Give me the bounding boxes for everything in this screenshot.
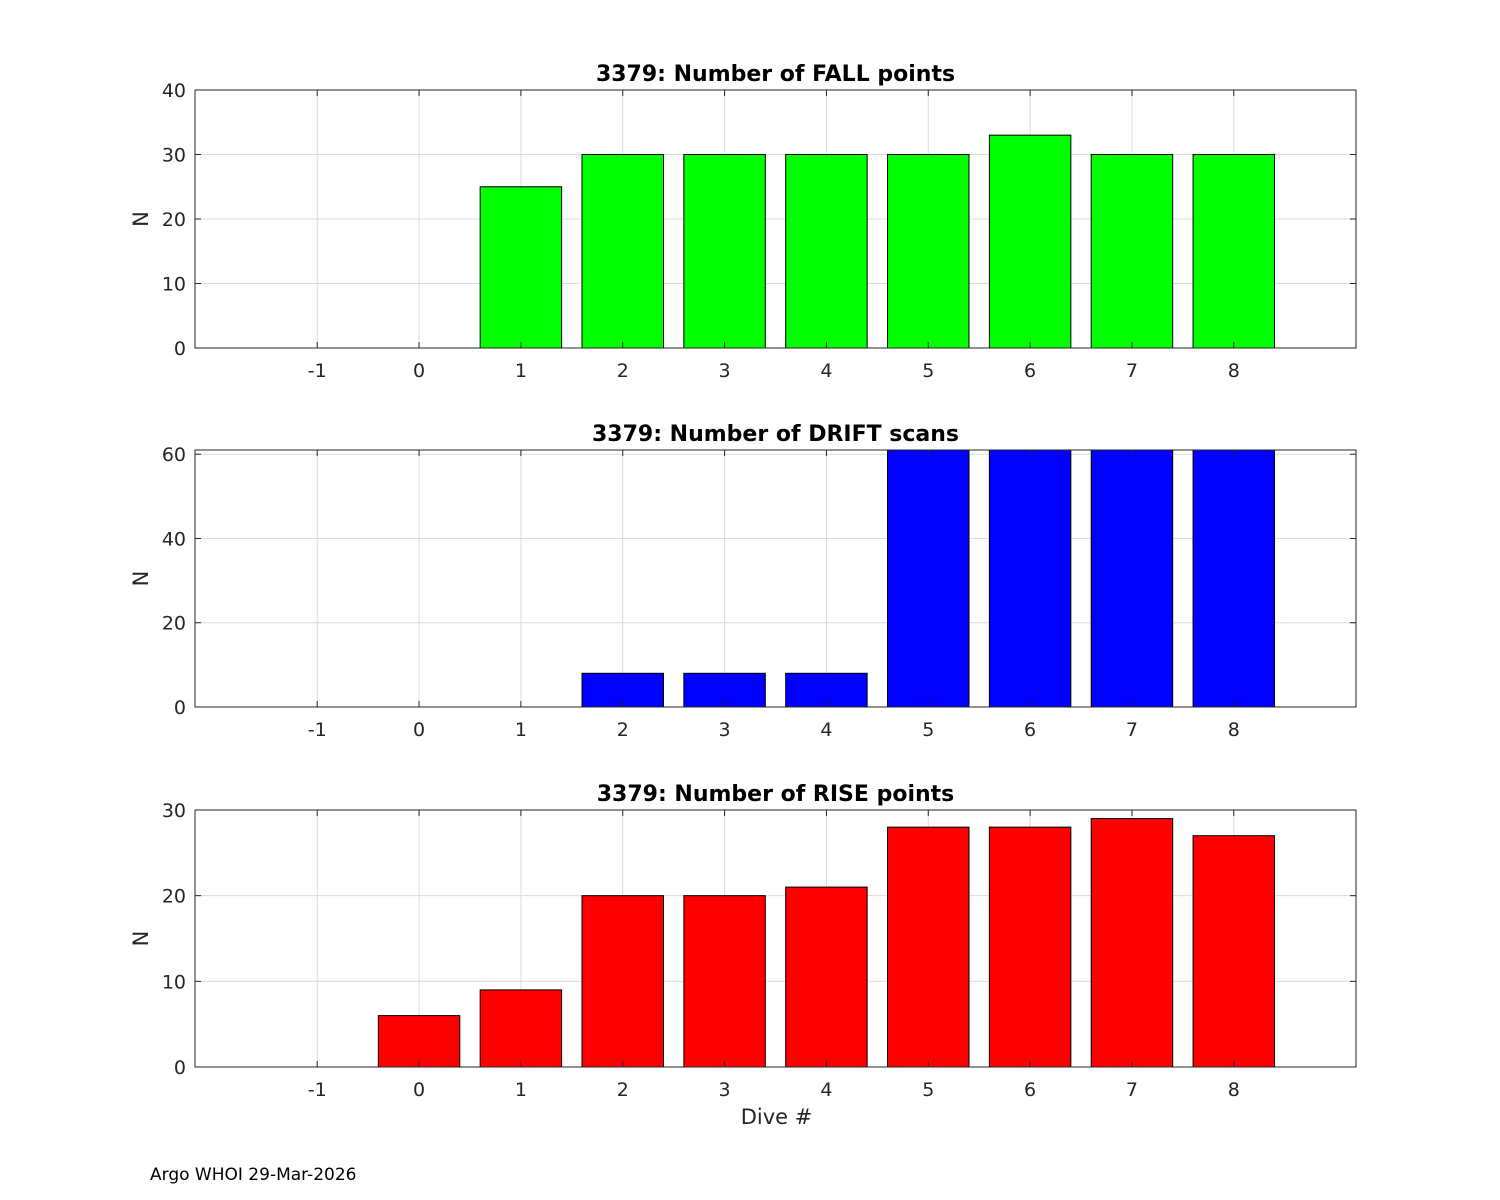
x-tick-label: 2 (617, 360, 629, 382)
x-tick-label: 1 (515, 360, 527, 382)
bar-dive-8 (1192, 450, 1276, 707)
axes-frame (194, 809, 1357, 1068)
x-tick-label: 7 (1126, 719, 1138, 741)
bar-series (377, 818, 1276, 1067)
bar-dive-7 (1090, 154, 1174, 348)
bar-series (479, 134, 1276, 348)
bar-dive-4 (785, 886, 868, 1067)
chart-panel-2: -1 0 1 2 3 4 5 6 7 8 0 20 40 60 3379: Number of DRIFT … (129, 422, 1357, 741)
x-tick-label: 2 (617, 719, 629, 741)
footer-credit: Argo WHOI 29-Mar-2026 (150, 1165, 357, 1185)
bar-dive-8 (1192, 154, 1276, 348)
bar-dive-6 (988, 450, 1072, 707)
x-tick-label: 4 (820, 360, 832, 382)
y-tick-label: 60 (162, 444, 186, 466)
bar-dive-5 (887, 826, 970, 1067)
axes-frame (194, 449, 1357, 708)
x-tick-label: 1 (515, 719, 527, 741)
bar-dive-0 (377, 1015, 461, 1067)
x-tick-label: -1 (308, 719, 327, 741)
bar-dive-3 (683, 154, 766, 348)
x-tick-label: 4 (820, 719, 832, 741)
chart-panel-1: -1 0 1 2 3 4 5 6 7 8 0 10 20 30 40 3379: Number of FALL… (129, 62, 1357, 382)
y-axis-label: N (129, 211, 153, 227)
bar-dive-4 (785, 154, 868, 348)
x-tick-label: 3 (719, 719, 731, 741)
x-tick-label: 2 (617, 1079, 629, 1101)
bar-series (581, 450, 1276, 707)
x-tick-label: 6 (1024, 1079, 1036, 1101)
x-tick-label: 5 (922, 1079, 934, 1101)
x-tick-label: 8 (1228, 1079, 1240, 1101)
bar-dive-5 (887, 450, 970, 707)
bar-dive-1 (479, 989, 563, 1067)
plot-area (195, 450, 1356, 707)
x-tick-label: 7 (1126, 360, 1138, 382)
y-tick-label: 10 (162, 274, 186, 296)
y-tick-label: 20 (162, 886, 186, 908)
bar-dive-2 (581, 154, 664, 348)
y-tick-label: 20 (162, 613, 186, 635)
x-tick-label: 0 (413, 719, 425, 741)
chart-title: 3379: Number of RISE points (597, 782, 955, 807)
bar-dive-5 (887, 154, 970, 348)
y-tick-label: 40 (162, 80, 186, 102)
x-tick-label: 1 (515, 1079, 527, 1101)
x-tick-label: 6 (1024, 719, 1036, 741)
bar-dive-6 (988, 826, 1072, 1067)
chart-title: 3379: Number of FALL points (596, 62, 955, 87)
y-tick-label: 30 (162, 800, 186, 822)
y-tick-label: 0 (174, 697, 186, 719)
x-tick-label: 5 (922, 360, 934, 382)
x-tick-label: 0 (413, 1079, 425, 1101)
x-tick-label: -1 (308, 360, 327, 382)
x-tick-label: 0 (413, 360, 425, 382)
y-tick-label: 0 (174, 1057, 186, 1079)
bar-dive-2 (581, 895, 664, 1067)
x-tick-label: -1 (308, 1079, 327, 1101)
plot-area (195, 810, 1356, 1067)
x-tick-label: 3 (719, 360, 731, 382)
x-tick-label: 4 (820, 1079, 832, 1101)
bar-dive-7 (1090, 450, 1174, 707)
y-tick-label: 30 (162, 145, 186, 167)
y-tick-label: 0 (174, 338, 186, 360)
bar-dive-8 (1192, 835, 1276, 1067)
x-tick-label: 6 (1024, 360, 1036, 382)
x-axis-label: Dive # (741, 1105, 813, 1129)
x-tick-label: 5 (922, 719, 934, 741)
chart-title: 3379: Number of DRIFT scans (592, 422, 959, 447)
y-tick-label: 20 (162, 209, 186, 231)
x-tick-label: 8 (1228, 719, 1240, 741)
bar-dive-3 (683, 895, 766, 1067)
chart-panel-3: -1 0 1 2 3 4 5 6 7 8 0 10 20 30 3379: Number of RISE p… (129, 782, 1357, 1129)
y-tick-label: 10 (162, 971, 186, 993)
x-tick-label: 3 (719, 1079, 731, 1101)
y-axis-label: N (129, 571, 153, 587)
bar-dive-1 (479, 186, 563, 348)
x-tick-label: 8 (1228, 360, 1240, 382)
y-tick-label: 40 (162, 528, 186, 550)
y-axis-label: N (129, 931, 153, 947)
bar-dive-7 (1090, 818, 1174, 1067)
x-tick-label: 7 (1126, 1079, 1138, 1101)
bar-dive-6 (988, 134, 1072, 348)
